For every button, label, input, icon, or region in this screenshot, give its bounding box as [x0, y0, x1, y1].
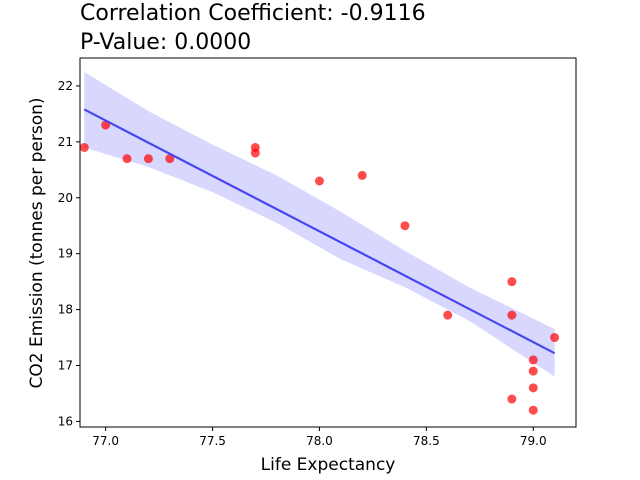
data-point-17	[528, 405, 538, 415]
data-point-14	[528, 355, 538, 365]
data-point-4	[165, 154, 175, 164]
x-axis-ticks: 77.0 77.5 78.0 78.5 79.0	[92, 427, 547, 448]
data-point-15	[528, 366, 538, 376]
data-point-18	[550, 333, 560, 343]
y-tick-label-0: 16	[58, 414, 73, 428]
data-point-13	[507, 394, 517, 404]
data-point-16	[528, 383, 538, 393]
x-axis-label: Life Expectancy	[261, 455, 396, 475]
data-point-8	[357, 170, 367, 180]
chart-title-line-1: Correlation Coefficient: -0.9116	[80, 1, 426, 26]
data-point-0	[79, 142, 89, 152]
data-point-11	[507, 277, 517, 287]
chart-title-line-2: P-Value: 0.0000	[80, 30, 251, 55]
y-tick-label-4: 20	[58, 191, 73, 205]
plot-area	[79, 71, 560, 415]
data-point-3	[143, 154, 153, 164]
plot-frame	[79, 57, 577, 428]
y-tick-label-5: 21	[58, 135, 73, 149]
y-tick-label-3: 19	[58, 247, 73, 261]
data-point-6	[250, 148, 260, 158]
x-tick-label-0: 77.0	[92, 434, 119, 448]
data-point-7	[314, 176, 324, 186]
data-point-9	[400, 221, 410, 231]
data-point-12	[507, 310, 517, 320]
confidence-band	[84, 71, 555, 377]
y-axis-ticks: 16 17 18 19 20 21 22	[58, 79, 80, 428]
y-tick-label-6: 22	[58, 79, 73, 93]
x-tick-label-4: 79.0	[520, 434, 547, 448]
data-point-2	[122, 154, 132, 164]
x-tick-label-3: 78.5	[413, 434, 440, 448]
data-point-10	[443, 310, 453, 320]
y-axis-label: CO2 Emission (tonnes per person)	[27, 97, 47, 388]
x-tick-label-1: 77.5	[199, 434, 226, 448]
regression-line	[83, 108, 556, 355]
x-tick-label-2: 78.0	[306, 434, 333, 448]
y-tick-label-1: 17	[58, 359, 73, 373]
y-tick-label-2: 18	[58, 303, 73, 317]
